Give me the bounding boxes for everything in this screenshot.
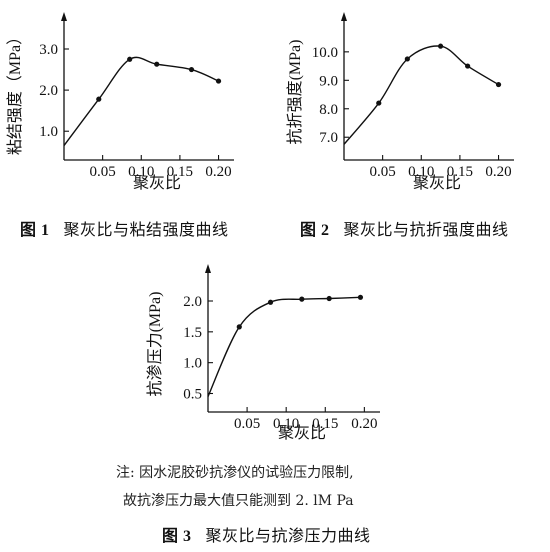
- chart3-x-tick-label-3: 0.20: [351, 416, 377, 432]
- chart3-x-tick-label-0: 0.05: [234, 416, 260, 432]
- chart1-y-tick-label-2: 3.0: [39, 42, 58, 58]
- chart1-y-axis-label: 粘结强度（MPa）: [6, 29, 24, 155]
- caption-figure-3-number: 图 3: [162, 528, 192, 545]
- chart2-x-tick-label-2: 0.15: [447, 164, 473, 180]
- chart2-y-axis-label: 抗折强度(MPa): [286, 40, 304, 145]
- caption-figure-1: 图 1 聚灰比与粘结强度曲线: [20, 216, 229, 240]
- chart2-point-0: [376, 100, 382, 106]
- chart1-y-tick-label-1: 2.0: [39, 83, 58, 99]
- chart2-y-tick-label-3: 10.0: [312, 45, 338, 61]
- chart2-series-line: [343, 45, 499, 145]
- chart-flexural-strength: 0.05 0.10 0.15 0.20 7.0 8.0 9.0 10.0 抗折强度(MPa) 聚灰…: [280, 0, 550, 192]
- chart1-point-2: [154, 61, 160, 67]
- chart2-x-tick-label-1: 0.10: [408, 164, 434, 180]
- chart3-x-tick-label-2: 0.15: [312, 416, 338, 432]
- chart1-x-tick-label-2: 0.15: [167, 164, 193, 180]
- chart1-y-tick-label-0: 1.0: [39, 124, 58, 140]
- caption-figure-1-text: 聚灰比与粘结强度曲线: [63, 220, 229, 239]
- chart3-series-line: [207, 296, 361, 397]
- chart3-x-tick-label-1: 0.10: [273, 416, 299, 432]
- caption-figure-2: 图 2 聚灰比与抗折强度曲线: [300, 216, 509, 240]
- note-line-1: 注: 因水泥胶砂抗渗仪的试验压力限制,: [116, 465, 354, 481]
- chart-impermeability-pressure: 0.05 0.10 0.15 0.20 0.5 1.0 1.5 2.0 抗渗压力(MPa) 聚灰比: [140, 255, 410, 460]
- chart1-x-tick-label-1: 0.10: [128, 164, 154, 180]
- chart-bond-strength: 0.05 0.10 0.15 0.20 1.0 2.0 3.0 粘结强度（MPa） 聚灰比: [0, 0, 270, 192]
- chart3-y-tick-label-3: 2.0: [183, 294, 202, 310]
- chart-impermeability-pressure-svg: 0.05 0.10 0.15 0.20 0.5 1.0 1.5 2.0 抗渗压力(MPa) 聚灰比: [146, 264, 380, 442]
- chart2-y-tick-label-2: 9.0: [319, 73, 338, 89]
- chart3-point-2: [299, 296, 305, 302]
- caption-figure-3-text: 聚灰比与抗渗压力曲线: [205, 526, 371, 545]
- chart-flexural-strength-svg: 0.05 0.10 0.15 0.20 7.0 8.0 9.0 10.0 抗折强度(MPa) 聚灰…: [286, 12, 514, 192]
- chart2-y-tick-label-1: 8.0: [319, 102, 338, 118]
- caption-figure-2-number: 图 2: [300, 222, 330, 239]
- chart2-y-axis-arrow: [341, 12, 347, 21]
- chart3-point-0: [236, 324, 242, 330]
- caption-figure-2-text: 聚灰比与抗折强度曲线: [343, 220, 509, 239]
- chart1-y-axis-arrow: [61, 12, 67, 21]
- chart1-point-3: [188, 66, 195, 73]
- chart3-point-1: [267, 299, 274, 305]
- chart2-point-4: [495, 81, 502, 88]
- chart2-x-axis-label: 聚灰比: [413, 174, 461, 192]
- chart1-x-tick-label-3: 0.20: [205, 164, 231, 180]
- chart2-point-3: [465, 63, 471, 69]
- chart3-point-3: [326, 295, 332, 302]
- chart3-y-tick-label-1: 1.0: [183, 356, 202, 372]
- chart2-x-tick-label-3: 0.20: [485, 164, 511, 180]
- chart1-x-tick-label-0: 0.05: [90, 164, 116, 180]
- chart1-point-1: [127, 56, 133, 62]
- caption-figure-1-number: 图 1: [20, 222, 50, 239]
- chart-bond-strength-svg: 0.05 0.10 0.15 0.20 1.0 2.0 3.0 粘结强度（MPa） 聚灰比: [6, 12, 234, 192]
- chart2-point-2: [437, 43, 444, 49]
- chart3-y-tick-label-2: 1.5: [183, 325, 202, 341]
- chart2-x-tick-label-0: 0.05: [370, 164, 396, 180]
- chart1-point-4: [215, 78, 222, 84]
- chart3-point-4: [357, 294, 364, 300]
- chart1-x-axis-label: 聚灰比: [133, 174, 181, 192]
- chart1-series-line: [63, 56, 219, 147]
- chart3-x-axis-label: 聚灰比: [278, 424, 326, 442]
- chart3-y-axis-label: 抗渗压力(MPa): [146, 292, 164, 397]
- caption-figure-3: 图 3 聚灰比与抗渗压力曲线: [162, 522, 371, 546]
- chart3-y-axis-arrow: [205, 264, 211, 273]
- chart1-point-0: [96, 96, 102, 102]
- chart3-y-tick-label-0: 0.5: [183, 387, 202, 403]
- note-line-2: 故抗渗压力最大值只能测到 2. lM Pa: [123, 493, 354, 509]
- chart2-point-1: [404, 56, 410, 62]
- chart2-y-tick-label-0: 7.0: [319, 130, 338, 146]
